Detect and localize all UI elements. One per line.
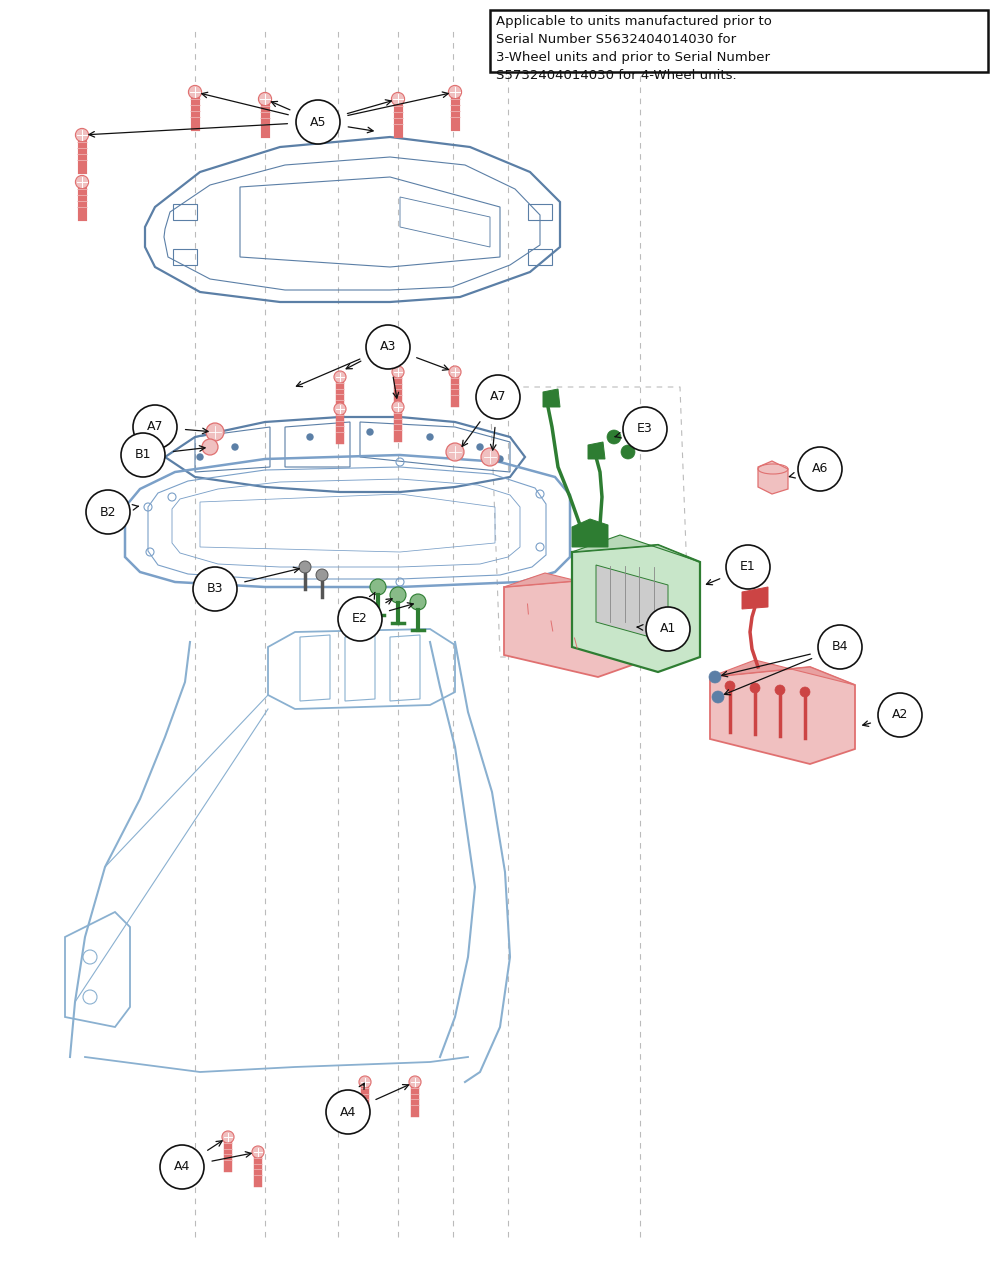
Text: E2: E2	[352, 612, 368, 626]
Circle shape	[232, 443, 238, 450]
Circle shape	[75, 175, 89, 189]
Circle shape	[258, 92, 272, 105]
Circle shape	[725, 680, 735, 691]
Circle shape	[477, 443, 483, 450]
Polygon shape	[742, 587, 768, 609]
Polygon shape	[572, 535, 700, 563]
Circle shape	[202, 438, 218, 455]
Circle shape	[449, 366, 461, 378]
Circle shape	[623, 407, 667, 451]
FancyBboxPatch shape	[490, 10, 988, 72]
Circle shape	[326, 1090, 370, 1134]
Circle shape	[252, 1145, 264, 1158]
Circle shape	[621, 445, 635, 459]
Text: A7: A7	[147, 421, 163, 433]
Circle shape	[86, 490, 130, 533]
Circle shape	[75, 128, 89, 142]
Circle shape	[160, 1145, 204, 1188]
Text: A1: A1	[660, 622, 676, 636]
Circle shape	[359, 1076, 371, 1088]
Circle shape	[750, 683, 760, 693]
Circle shape	[646, 607, 690, 651]
Polygon shape	[572, 519, 608, 547]
Text: A4: A4	[340, 1106, 356, 1119]
Text: A6: A6	[812, 462, 828, 475]
Text: E1: E1	[740, 560, 756, 574]
Circle shape	[476, 375, 520, 419]
Circle shape	[481, 449, 499, 466]
Circle shape	[409, 1076, 421, 1088]
Circle shape	[197, 454, 203, 460]
Circle shape	[367, 430, 373, 435]
Polygon shape	[596, 565, 668, 642]
Polygon shape	[572, 545, 700, 672]
Polygon shape	[758, 461, 788, 494]
Circle shape	[775, 685, 785, 696]
Circle shape	[307, 435, 313, 440]
Circle shape	[637, 435, 651, 449]
Text: B2: B2	[100, 506, 116, 518]
Text: E3: E3	[637, 422, 653, 436]
Polygon shape	[710, 660, 855, 685]
Circle shape	[497, 456, 503, 462]
Circle shape	[712, 691, 724, 703]
Polygon shape	[504, 579, 635, 677]
Circle shape	[427, 435, 433, 440]
Circle shape	[798, 447, 842, 492]
Circle shape	[726, 545, 770, 589]
Text: A5: A5	[310, 115, 326, 128]
Circle shape	[623, 424, 637, 438]
Polygon shape	[588, 442, 605, 459]
Text: B4: B4	[832, 641, 848, 654]
Circle shape	[193, 568, 237, 611]
Circle shape	[316, 569, 328, 582]
Circle shape	[334, 371, 346, 383]
Text: A4: A4	[174, 1161, 190, 1173]
Circle shape	[133, 405, 177, 449]
Text: B3: B3	[207, 583, 223, 595]
Polygon shape	[543, 389, 560, 407]
Text: A2: A2	[892, 708, 908, 721]
Circle shape	[296, 100, 340, 144]
Circle shape	[818, 625, 862, 669]
Circle shape	[878, 693, 922, 737]
Circle shape	[410, 594, 426, 609]
Circle shape	[338, 597, 382, 641]
Text: A7: A7	[490, 390, 506, 403]
Text: B1: B1	[135, 449, 151, 461]
Circle shape	[370, 579, 386, 595]
Circle shape	[188, 85, 202, 99]
Polygon shape	[504, 573, 635, 595]
Circle shape	[121, 433, 165, 476]
Circle shape	[222, 1131, 234, 1143]
Circle shape	[709, 672, 721, 683]
Circle shape	[366, 326, 410, 369]
Circle shape	[299, 561, 311, 573]
Text: A3: A3	[380, 341, 396, 353]
Circle shape	[800, 687, 810, 697]
Circle shape	[446, 443, 464, 461]
Circle shape	[607, 430, 621, 443]
Circle shape	[334, 403, 346, 416]
Circle shape	[391, 92, 405, 105]
Circle shape	[390, 587, 406, 603]
Circle shape	[448, 85, 462, 99]
Polygon shape	[710, 666, 855, 764]
Circle shape	[392, 366, 404, 378]
Circle shape	[206, 423, 224, 441]
Circle shape	[392, 400, 404, 413]
Text: Applicable to units manufactured prior to
Serial Number S5632404014030 for
3-Whe: Applicable to units manufactured prior t…	[496, 15, 772, 82]
